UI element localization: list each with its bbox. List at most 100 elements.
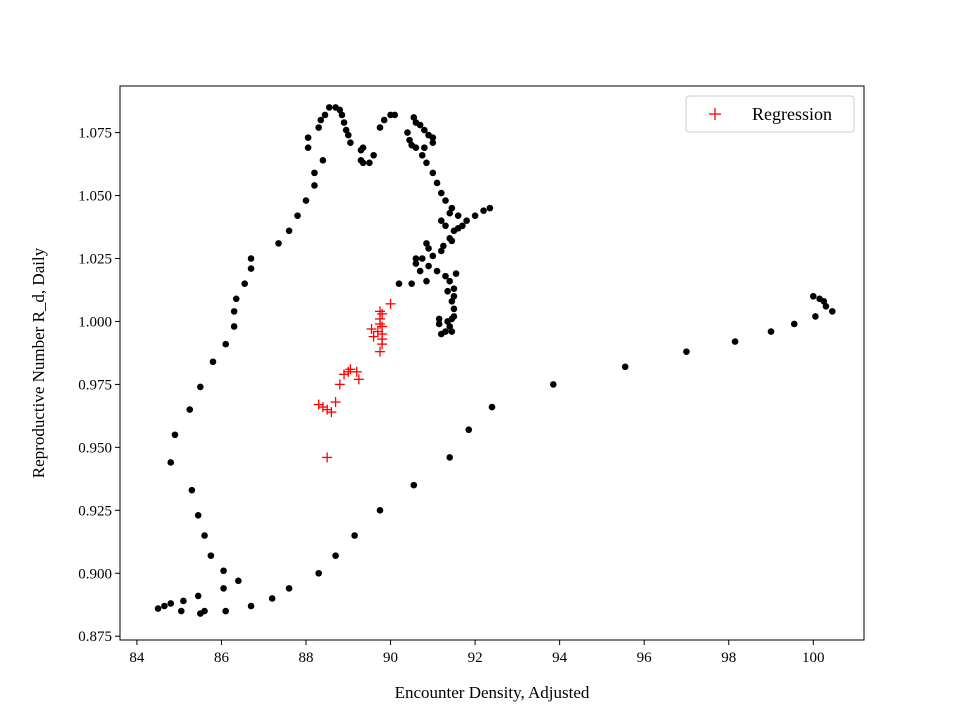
x-tick-label: 88 [299, 650, 314, 666]
data-point [391, 111, 399, 119]
data-point [315, 569, 322, 577]
data-point [404, 129, 411, 136]
data-point [359, 144, 367, 151]
data-point [154, 605, 162, 612]
data-point [230, 323, 238, 330]
y-tick-label: 0.900 [78, 566, 112, 582]
data-point [167, 459, 175, 466]
data-point [412, 260, 420, 267]
data-point [235, 577, 242, 585]
data-point [408, 280, 415, 287]
regression-point [326, 407, 337, 418]
y-axis-label: Reproductive Number R_d, Daily [29, 247, 48, 478]
data-point [418, 151, 426, 159]
x-tick-label: 84 [129, 650, 145, 666]
data-point [448, 298, 456, 305]
data-points [154, 104, 836, 617]
data-point [822, 303, 830, 310]
y-tick-label: 1.025 [78, 251, 112, 267]
axes: 84 86 88 90 92 94 96 98 100 0.875 0.900 0.925 0.950 0… [78, 126, 824, 666]
data-point [347, 139, 354, 146]
data-point [486, 204, 494, 212]
data-point [241, 280, 249, 287]
data-point [338, 111, 346, 119]
data-point [425, 245, 432, 252]
data-point [621, 363, 629, 371]
data-point [319, 156, 327, 164]
regression-point [351, 366, 362, 377]
data-point [222, 607, 229, 615]
data-point [332, 552, 339, 559]
x-tick-label: 94 [552, 650, 568, 666]
regression-point [334, 379, 345, 390]
data-point [416, 121, 424, 129]
regression-point [368, 331, 379, 342]
regression-point [374, 346, 385, 357]
data-point [207, 552, 215, 559]
regression-point [366, 324, 377, 335]
data-point [450, 285, 458, 293]
data-point [230, 308, 238, 315]
data-point [421, 144, 428, 151]
data-point [488, 403, 496, 411]
data-point [285, 227, 293, 235]
data-point [359, 159, 367, 167]
data-point [366, 159, 373, 167]
regression-point [385, 298, 396, 309]
x-tick-label: 98 [721, 650, 736, 666]
y-tick-label: 0.975 [78, 377, 112, 393]
data-point [820, 298, 828, 305]
data-point [463, 217, 470, 225]
data-point [406, 136, 413, 144]
data-point [344, 131, 352, 139]
data-point [380, 116, 388, 124]
data-point [423, 240, 430, 247]
data-point [321, 111, 329, 119]
data-point [410, 481, 418, 489]
data-point [412, 144, 420, 151]
data-point [459, 222, 466, 230]
y-tick-label: 1.050 [78, 189, 112, 205]
regression-point [313, 399, 324, 410]
data-point [767, 328, 775, 335]
data-point [437, 217, 445, 225]
y-tick-label: 0.875 [78, 629, 112, 645]
data-point [442, 272, 449, 280]
data-point [395, 280, 403, 287]
data-point [446, 209, 454, 217]
x-tick-label: 90 [383, 650, 398, 666]
data-point [315, 124, 322, 131]
data-point [247, 265, 255, 272]
data-point [376, 507, 384, 514]
data-point [197, 610, 204, 617]
data-point [435, 320, 443, 328]
data-point [454, 212, 462, 219]
regression-point [377, 339, 388, 350]
data-point [342, 126, 350, 134]
data-point [423, 277, 430, 285]
regression-point [322, 452, 333, 463]
data-point [433, 179, 441, 187]
regression-point [345, 364, 356, 375]
data-point [416, 267, 424, 275]
data-point [370, 151, 377, 159]
data-point [465, 426, 473, 434]
data-point [302, 197, 310, 204]
data-point [480, 207, 487, 214]
data-point [340, 119, 348, 126]
data-point [809, 292, 817, 300]
data-point [435, 315, 443, 323]
data-point [220, 585, 227, 592]
data-point [446, 277, 454, 285]
data-point [336, 106, 344, 114]
data-point [410, 114, 418, 121]
data-point [275, 240, 282, 247]
data-point [448, 204, 456, 212]
data-point [412, 255, 420, 262]
data-point [285, 585, 293, 592]
data-point [423, 159, 430, 167]
data-point [471, 212, 479, 219]
y-tick-label: 1.075 [78, 126, 112, 142]
regression-point [377, 308, 388, 319]
